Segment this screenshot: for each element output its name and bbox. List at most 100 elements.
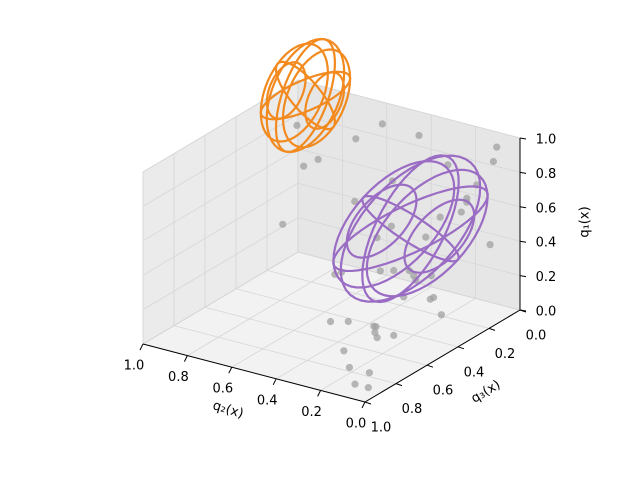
y-axis (364, 309, 521, 403)
point (436, 213, 444, 221)
y-tick (395, 383, 403, 387)
ellipsoid-meridian (376, 219, 460, 263)
x-tick-label: 0.0 (346, 417, 367, 432)
point (364, 384, 372, 392)
ellipsoid-meridian (376, 185, 489, 239)
y-tick (457, 346, 465, 350)
point (415, 131, 423, 140)
x-axis (142, 343, 366, 403)
ellipsoid-meridian (332, 219, 445, 273)
point (351, 197, 359, 205)
y-tick-label: 0.0 (526, 329, 547, 344)
z-tick (519, 240, 527, 243)
point (326, 317, 335, 326)
x-tick-label: 0.8 (168, 370, 189, 385)
x-tick (228, 366, 233, 374)
point (390, 266, 398, 275)
point (351, 380, 359, 388)
point (429, 293, 438, 302)
ellipsoid-meridian (282, 89, 336, 131)
point (457, 208, 465, 216)
ellipsoid-meridian (274, 89, 329, 154)
grid-line (142, 182, 299, 276)
point (340, 347, 348, 355)
point (300, 162, 308, 170)
z-tick (519, 171, 527, 174)
grid-line (142, 114, 299, 207)
point (390, 331, 398, 339)
x-tick-label: 0.4 (257, 393, 278, 408)
point (293, 121, 301, 129)
y-tick-label: 0.4 (464, 365, 485, 380)
y-tick (488, 327, 496, 331)
x-tick-label: 0.6 (212, 382, 233, 397)
grid-line (320, 298, 476, 391)
y-tick-label: 0.6 (433, 384, 454, 399)
z-tick (519, 275, 527, 278)
point (489, 157, 497, 166)
grid-line (142, 251, 299, 345)
grid-line (187, 263, 343, 356)
z-tick-label: 0.8 (536, 167, 557, 182)
x-tick (317, 390, 322, 397)
grid-line (297, 217, 521, 276)
ellipsoid-meridian (274, 60, 329, 102)
point (437, 311, 445, 319)
ellipsoid-meridian (282, 70, 352, 103)
y-tick-label: 0.8 (402, 402, 423, 417)
ellipsoid-meridian (259, 88, 329, 121)
point (486, 241, 494, 249)
point (493, 143, 501, 151)
point (345, 363, 354, 372)
grid-line (204, 306, 428, 366)
z-tick (519, 137, 527, 140)
x-tick (272, 378, 277, 386)
z-tick-label: 1.0 (536, 133, 557, 148)
point (314, 155, 322, 163)
x-tick (139, 343, 144, 351)
z-tick-label: 0.0 (536, 305, 557, 320)
y-tick (426, 364, 434, 368)
z-axis-label: q₁(x) (578, 206, 593, 237)
z-tick-label: 0.2 (536, 270, 557, 285)
z-tick-label: 0.4 (536, 236, 557, 251)
grid-line (142, 79, 299, 173)
grid-line (231, 274, 388, 368)
z-tick (519, 206, 527, 209)
ellipsoid-meridian (376, 154, 460, 238)
ellipsoid-meridian (361, 219, 445, 304)
point (410, 272, 418, 280)
grid-line (275, 286, 432, 380)
point (376, 267, 384, 275)
y-axis-label: q₃(x) (469, 378, 504, 407)
point (279, 220, 287, 228)
x-tick-label: 0.2 (301, 405, 322, 420)
point (422, 233, 430, 241)
point (373, 334, 381, 342)
grid-line (235, 288, 459, 348)
y-tick-label: 1.0 (371, 421, 392, 436)
point (344, 317, 352, 326)
z-tick-label: 0.6 (536, 201, 557, 216)
point (365, 369, 373, 377)
grid-line (173, 325, 397, 384)
point (378, 120, 386, 128)
grid-line (142, 148, 299, 242)
grid-line (297, 79, 521, 139)
point (387, 222, 395, 230)
point (372, 323, 380, 331)
grid-line (297, 251, 521, 311)
x-axis-label: q₂(x) (211, 398, 245, 421)
point (352, 135, 360, 143)
y-tick-label: 0.2 (495, 347, 516, 362)
y-tick (364, 401, 372, 405)
grid-line (297, 148, 521, 208)
x-tick (361, 401, 366, 409)
grid-line (142, 217, 299, 310)
ellipsoid-meridian (361, 194, 445, 239)
x-tick (183, 355, 188, 362)
z-tick (519, 309, 527, 312)
x-tick-label: 1.0 (124, 359, 145, 374)
grid-line (266, 270, 490, 329)
